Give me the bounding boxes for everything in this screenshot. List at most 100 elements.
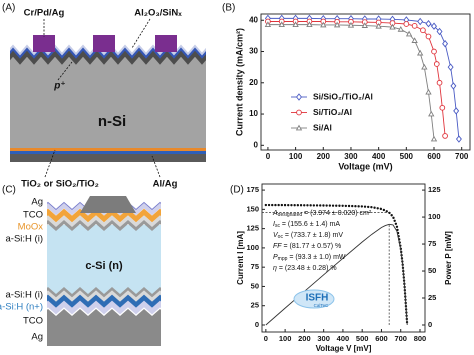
panel-label: (B) (222, 3, 235, 14)
y2-axis-label: Power P [mW] (444, 231, 453, 285)
a-si-n-layer (47, 294, 161, 309)
panel-label: (A) (2, 3, 15, 14)
annotation-text: = (81.77 ± 0.57) % (282, 243, 342, 250)
annotation: η = (23.48 ± 0.28) % (273, 265, 337, 272)
marker (397, 25, 404, 32)
marker (428, 110, 435, 117)
x-axis-label: Voltage (mV) (338, 161, 392, 171)
x-axis-label: Voltage V [mV] (316, 344, 372, 353)
x-tick-label: 500 (356, 334, 369, 343)
layer-label: TCO (23, 210, 43, 221)
annotation-text: = (733.7 ± 1.8) mV (283, 232, 343, 239)
marker (411, 23, 418, 29)
marker (442, 39, 449, 48)
marker (292, 21, 299, 27)
rear-layer (10, 151, 206, 154)
x-tick-label: 300 (344, 152, 358, 161)
annotation: Isc = (155.6 ± 1.4) mA (273, 221, 340, 229)
a-si-i-layer (47, 290, 161, 303)
label: TiO₂ or SiO₂/TiO₂ (21, 179, 99, 190)
marker (347, 21, 355, 28)
annotation-symbol: A (272, 210, 278, 217)
x-tick-label: 200 (298, 334, 311, 343)
y-tick-label: 25 (251, 301, 259, 310)
label: p⁺ (53, 81, 65, 92)
marker (455, 135, 462, 143)
logo-sub: CalTeC (314, 303, 330, 308)
logo-name: ISFH (306, 293, 329, 304)
y-tick-label: 125 (246, 224, 259, 233)
marker (264, 21, 272, 27)
tco-layer (47, 300, 161, 315)
y-tick-label: 10 (249, 109, 258, 118)
marker (403, 21, 410, 27)
x-tick-label: 800 (414, 334, 427, 343)
annotation-symbol: P (273, 254, 278, 261)
rear-contact (10, 154, 206, 162)
marker (320, 21, 327, 28)
marker (375, 22, 382, 29)
rear-ag (47, 309, 161, 346)
series-line (267, 21, 446, 136)
cell-diagram-c (47, 196, 161, 346)
front-contact (93, 35, 115, 52)
leader-line (151, 155, 161, 178)
c-si-bulk (47, 225, 161, 300)
diagram-a-labels: Cr/Pd/Ag Al₂O₃/SiNₓ p⁺ n-Si TiO₂ or SiO₂… (21, 8, 182, 190)
y2-tick-label: 25 (428, 293, 436, 302)
marker (450, 82, 457, 90)
layer-label: MoOx (18, 222, 44, 233)
layer-label: TCO (23, 316, 43, 327)
marker (425, 88, 432, 95)
panel-label: (D) (230, 185, 244, 196)
marker (442, 133, 448, 139)
y2-tick-label: 50 (428, 266, 436, 275)
marker (436, 79, 443, 86)
x-tick-label: 0 (264, 334, 268, 343)
marker (430, 135, 438, 142)
x-tick-label: 600 (375, 334, 388, 343)
marker (306, 21, 313, 27)
marker (425, 33, 432, 40)
marker (447, 63, 454, 71)
front-contact (33, 35, 55, 52)
annotation-text: = (3.974 ± 0.020) cm² (302, 210, 372, 217)
y-tick-label: 0 (254, 140, 259, 149)
marker (333, 21, 341, 28)
x-tick-label: 400 (372, 152, 386, 161)
rear-layer (10, 148, 206, 151)
x-tick-label: 600 (427, 152, 441, 161)
y-tick-label: 50 (251, 281, 259, 290)
leader-line (131, 18, 151, 49)
x-tick-label: 500 (400, 152, 414, 161)
marker (453, 107, 460, 115)
cell-diagram-a (10, 35, 206, 162)
layer-label: c-Si (n) (85, 260, 123, 272)
a-si-i-layer (47, 220, 161, 231)
marker (361, 22, 368, 28)
layer-label: a-Si:H (i) (6, 234, 43, 245)
logo-swirl (293, 289, 335, 309)
y-tick-label: 0 (255, 320, 259, 329)
y-tick-label: 100 (246, 243, 259, 252)
label: n-Si (98, 113, 126, 130)
panel-label: (C) (2, 185, 16, 196)
y2-tick-label: 0 (428, 320, 432, 329)
layer-label: a-Si:H (i) (6, 290, 43, 301)
front-contact (155, 35, 177, 52)
front-ag (80, 196, 136, 213)
label: Al/Ag (153, 179, 178, 190)
layer-label: Ag (31, 332, 43, 343)
annotation: Pmpp = (93.3 ± 1.0) mW (273, 254, 346, 262)
annotation: Adesignated = (3.974 ± 0.020) cm² (272, 210, 372, 218)
series-line (265, 223, 408, 326)
marker (436, 27, 443, 36)
annotation-symbol: η (273, 265, 277, 272)
y-tick-label: 20 (249, 78, 258, 87)
layer-label: Ag (31, 197, 43, 208)
leader-line (44, 149, 56, 178)
annotation-subscript: mpp (278, 256, 288, 262)
label: Cr/Pd/Ag (24, 8, 65, 19)
legend-label: Si/Al (313, 122, 332, 132)
